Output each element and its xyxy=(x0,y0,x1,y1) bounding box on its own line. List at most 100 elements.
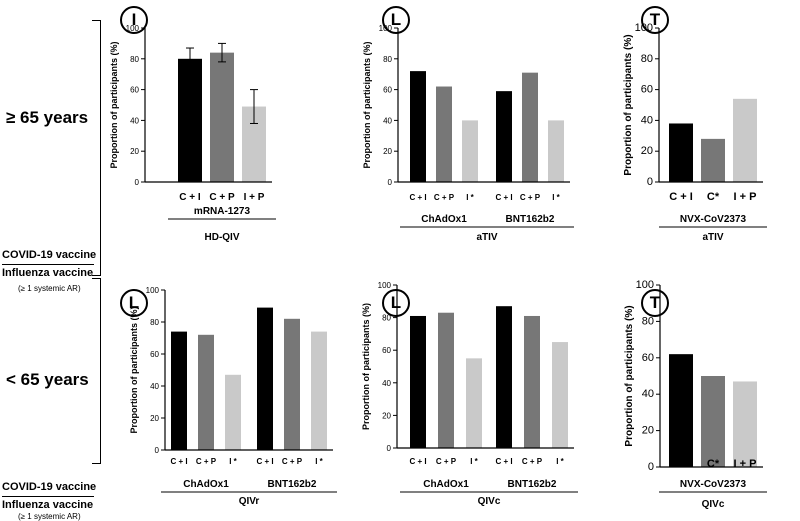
bracket-top-vertical xyxy=(100,20,101,275)
bracket-bottom-vertical xyxy=(100,278,101,463)
legend-divider-bottom xyxy=(2,496,94,497)
bar xyxy=(669,123,693,182)
bar xyxy=(552,342,568,448)
covid-vaccine-name: ChAdOx1 xyxy=(423,479,469,490)
influenza-vaccine-name: QIVc xyxy=(702,499,725,510)
category-label: C* xyxy=(707,458,720,470)
covid-vaccine-name: BNT162b2 xyxy=(268,479,317,490)
bar xyxy=(548,120,564,182)
y-tick-label: 20 xyxy=(382,411,391,420)
category-label: C + I xyxy=(179,192,201,203)
bar xyxy=(171,331,187,450)
influenza-vaccine-name: QIVc xyxy=(478,496,501,507)
category-label: C + I xyxy=(495,457,512,466)
y-tick-label: 60 xyxy=(641,84,653,96)
covid-vaccine-name: ChAdOx1 xyxy=(421,214,467,225)
category-label: I * xyxy=(556,457,564,466)
y-tick-label: 80 xyxy=(150,318,159,327)
influenza-sub-label-bottom: (≥ 1 systemic AR) xyxy=(18,512,81,521)
y-tick-label: 0 xyxy=(387,444,392,453)
bar xyxy=(284,318,300,450)
category-label: C + I xyxy=(409,193,426,202)
covid-vaccine-name: mRNA-1273 xyxy=(194,206,251,217)
influenza-vaccine-name: aTIV xyxy=(476,232,497,243)
bar xyxy=(522,72,538,182)
y-tick-label: 40 xyxy=(641,114,653,126)
category-label: I + P xyxy=(734,458,757,470)
y-tick-label: 80 xyxy=(130,55,139,64)
y-tick-label: 40 xyxy=(642,388,654,400)
category-label: C + P xyxy=(522,457,543,466)
y-tick-label: 40 xyxy=(130,116,139,125)
category-label: C + I xyxy=(170,457,187,466)
age-label-top: ≥ 65 years xyxy=(6,108,89,127)
covid-vaccine-name: BNT162b2 xyxy=(506,214,555,225)
bar xyxy=(410,315,426,448)
y-tick-label: 20 xyxy=(150,414,159,423)
badge-chart-4: L xyxy=(120,289,148,317)
bar xyxy=(225,374,241,450)
y-tick-label: 40 xyxy=(150,382,159,391)
bar xyxy=(462,120,478,182)
y-tick-label: 60 xyxy=(642,352,654,364)
bar xyxy=(210,52,234,182)
bar xyxy=(701,376,725,467)
category-label: C + I xyxy=(495,193,512,202)
y-tick-label: 40 xyxy=(382,379,391,388)
y-tick-label: 20 xyxy=(130,147,139,156)
category-label: I + P xyxy=(734,191,757,203)
category-label: C + P xyxy=(434,193,455,202)
category-label: C + P xyxy=(282,457,303,466)
y-tick-label: 80 xyxy=(383,55,392,64)
category-label: C + I xyxy=(256,457,273,466)
influenza-vaccine-label-top: Influenza vaccine xyxy=(2,267,94,279)
category-label: C + P xyxy=(209,192,235,203)
covid-vaccine-name: NVX-CoV2373 xyxy=(680,214,747,225)
y-tick-label: 40 xyxy=(383,116,392,125)
covid-vaccine-name: BNT162b2 xyxy=(508,479,557,490)
y-axis-title: Proportion of participants (%) xyxy=(362,41,372,168)
influenza-vaccine-name: HD-QIV xyxy=(205,232,240,243)
bar xyxy=(438,312,454,448)
category-label: C + P xyxy=(196,457,217,466)
badge-chart-6: T xyxy=(641,289,669,317)
y-axis-title: Proportion of participants (%) xyxy=(361,303,371,430)
bracket-top-foot xyxy=(92,275,101,276)
badge-chart-3: T xyxy=(641,6,669,34)
y-tick-label: 80 xyxy=(382,314,391,323)
influenza-vaccine-name: QIVr xyxy=(239,496,260,507)
bracket-bottom-cap xyxy=(92,278,101,279)
bar xyxy=(701,138,725,182)
y-tick-label: 60 xyxy=(130,86,139,95)
bar xyxy=(524,315,540,448)
bar xyxy=(496,306,512,448)
bar xyxy=(436,86,452,182)
y-tick-label: 80 xyxy=(641,53,653,65)
covid-vaccine-label-top: COVID-19 vaccine xyxy=(2,249,97,261)
badge-chart-5: L xyxy=(382,289,410,317)
category-label: C + P xyxy=(520,193,541,202)
bar xyxy=(178,58,202,182)
bar xyxy=(733,98,757,182)
category-label: I * xyxy=(315,457,323,466)
y-tick-label: 60 xyxy=(383,86,392,95)
y-tick-label: 100 xyxy=(126,24,140,33)
y-tick-label: 100 xyxy=(379,24,393,33)
bar xyxy=(311,331,327,450)
y-axis-title: Proportion of participants (%) xyxy=(623,34,634,175)
bar xyxy=(198,334,214,450)
badge-chart-1: I xyxy=(120,6,148,34)
y-tick-label: 60 xyxy=(382,346,391,355)
category-label: I * xyxy=(229,457,237,466)
y-tick-label: 100 xyxy=(378,281,392,290)
bar xyxy=(410,71,426,182)
y-tick-label: 100 xyxy=(635,22,653,34)
category-label: I * xyxy=(470,457,478,466)
y-tick-label: 20 xyxy=(383,147,392,156)
y-tick-label: 100 xyxy=(146,286,160,295)
